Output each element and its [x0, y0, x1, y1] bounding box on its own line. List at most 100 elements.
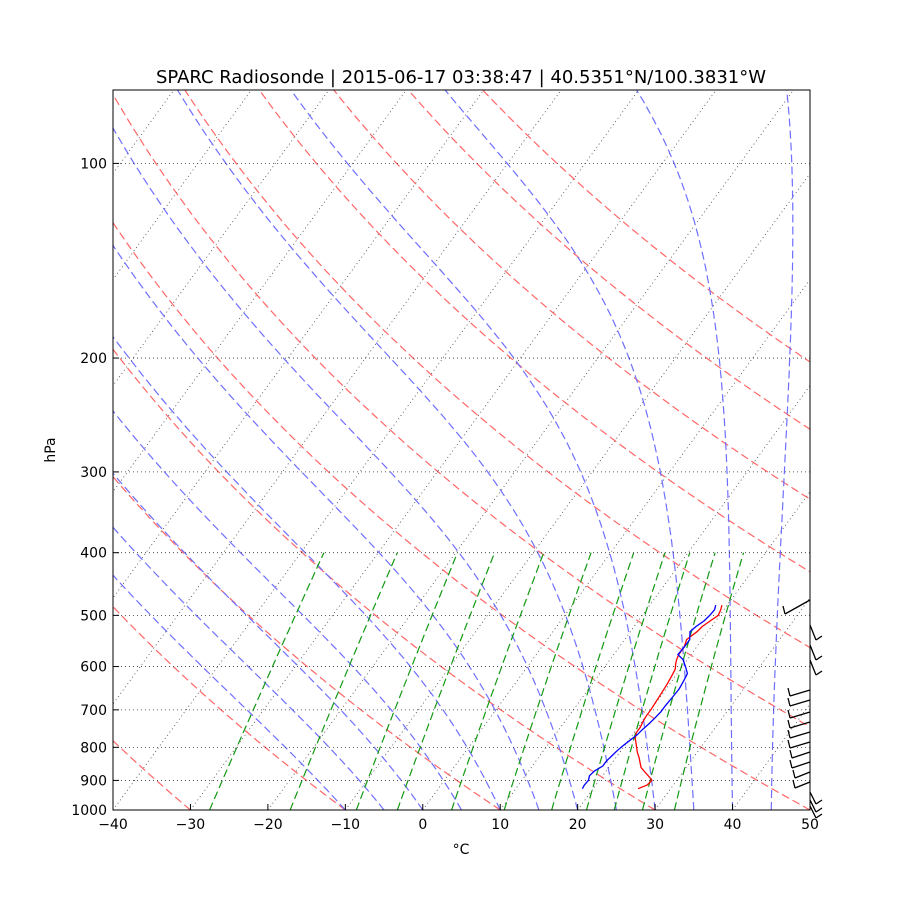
y-tick-label: 200: [80, 351, 107, 367]
wind-barb-flag: [816, 671, 822, 675]
x-axis-label: °C: [453, 842, 470, 858]
y-tick-label: 400: [80, 546, 107, 562]
wind-barb-flag: [788, 688, 790, 696]
wind-barb-staff: [792, 762, 810, 768]
wind-barb-flag: [816, 800, 822, 804]
wind-barb-flag: [783, 606, 785, 614]
y-tick-label: 100: [80, 156, 107, 172]
wind-barb-staff: [810, 660, 816, 675]
y-tick-label: 300: [80, 465, 107, 481]
wind-barb-staff: [790, 700, 810, 706]
dry-adiabat-line: [0, 83, 500, 810]
wind-barb-staff: [810, 645, 816, 660]
wind-barb-flag: [788, 720, 790, 728]
wind-barb-flag: [790, 750, 792, 758]
wind-barb-flag: [816, 808, 822, 812]
y-tick-label: 700: [80, 703, 107, 719]
y-axis-ticks: 100 200 300 400 500 600 700 800 900 1000: [71, 156, 119, 819]
moist-adiabat-line: [23, 83, 539, 810]
wind-barb-flag: [788, 698, 790, 706]
wind-barb-staff: [790, 732, 810, 738]
dry-adiabat-line: [107, 83, 900, 810]
wind-barb-flag: [788, 730, 790, 738]
isotherm-line: [733, 90, 900, 810]
chart-title: SPARC Radiosonde | 2015-06-17 03:38:47 |…: [156, 67, 766, 88]
moist-adiabat-line: [439, 83, 694, 810]
wind-barb-flag: [788, 740, 790, 748]
background-lines: [0, 83, 900, 810]
sounding-profiles: [582, 605, 722, 789]
wind-barb-staff: [790, 712, 810, 718]
x-tick-label: −30: [176, 817, 206, 833]
wind-barb-staff: [810, 625, 816, 640]
isotherm-line: [0, 90, 406, 810]
isotherm-line: [810, 90, 900, 810]
isotherm-line: [655, 90, 900, 810]
dry-adiabat-line: [402, 83, 900, 810]
moist-adiabat-line: [810, 83, 881, 810]
isotherm-line: [0, 90, 19, 810]
dry-adiabat-line: [254, 83, 900, 810]
x-tick-label: −20: [253, 817, 283, 833]
wind-barb-flag: [788, 710, 790, 718]
temperature-profile: [635, 605, 722, 789]
isotherm-line: [36, 90, 562, 810]
wind-barb-staff: [790, 722, 810, 728]
plot-frame: [113, 90, 810, 810]
isotherm-line: [0, 90, 251, 810]
x-axis-ticks: −40 −30 −20 −10 0 10 20 30 40 50: [98, 804, 819, 833]
moist-adiabat-line: [0, 83, 461, 810]
isotherm-line: [578, 90, 900, 810]
wind-barb-flag: [793, 770, 795, 778]
mixing-ratio-line: [356, 553, 457, 810]
isotherm-line: [500, 90, 900, 810]
y-tick-label: 600: [80, 660, 107, 676]
y-tick-label: 900: [80, 773, 107, 789]
dry-adiabat-line: [33, 83, 811, 810]
wind-barb-staff: [790, 742, 810, 748]
mixing-ratio-line: [210, 553, 324, 810]
y-tick-label: 500: [80, 608, 107, 624]
y-tick-label: 800: [80, 740, 107, 756]
y-tick-label: 1000: [71, 803, 107, 819]
dry-adiabat-line: [0, 83, 190, 810]
wind-barb-staff: [792, 752, 810, 758]
wind-barb-flag: [790, 760, 792, 768]
isotherm-line: [190, 90, 716, 810]
mixing-ratio-line: [643, 553, 716, 810]
x-tick-label: 10: [491, 817, 509, 833]
wind-barbs: [783, 600, 822, 818]
mixing-ratio-line: [452, 553, 544, 810]
wind-barb-staff: [795, 772, 810, 778]
x-tick-label: −40: [98, 817, 128, 833]
wind-barb-flag: [816, 656, 822, 660]
isotherm-line: [887, 90, 900, 810]
pressure-gridlines: [113, 163, 810, 810]
mixing-ratio-line: [587, 553, 666, 810]
x-tick-label: 40: [724, 817, 742, 833]
wind-barb-staff: [785, 600, 810, 614]
x-tick-label: 50: [801, 817, 819, 833]
mixing-ratio-line: [504, 553, 591, 810]
x-tick-label: 0: [418, 817, 427, 833]
wind-barb-flag: [816, 814, 822, 818]
wind-barb-flag: [816, 636, 822, 640]
x-tick-label: 30: [646, 817, 664, 833]
moist-adiabat-line: [771, 83, 793, 810]
wind-barb-staff: [790, 690, 810, 696]
dry-adiabat-line: [0, 83, 655, 810]
x-tick-label: −10: [331, 817, 361, 833]
mixing-ratio-line: [397, 553, 494, 810]
wind-barb-staff: [795, 782, 810, 788]
moist-adiabat-line: [173, 83, 616, 810]
moist-adiabat-line: [88, 83, 577, 810]
x-tick-label: 20: [569, 817, 587, 833]
wind-barb-flag: [793, 780, 795, 788]
dry-adiabat-line: [328, 83, 900, 810]
moist-adiabat-line: [632, 83, 733, 810]
y-axis-label: hPa: [43, 437, 59, 462]
isotherm-line: [0, 90, 484, 810]
moist-adiabat-line: [0, 83, 500, 810]
